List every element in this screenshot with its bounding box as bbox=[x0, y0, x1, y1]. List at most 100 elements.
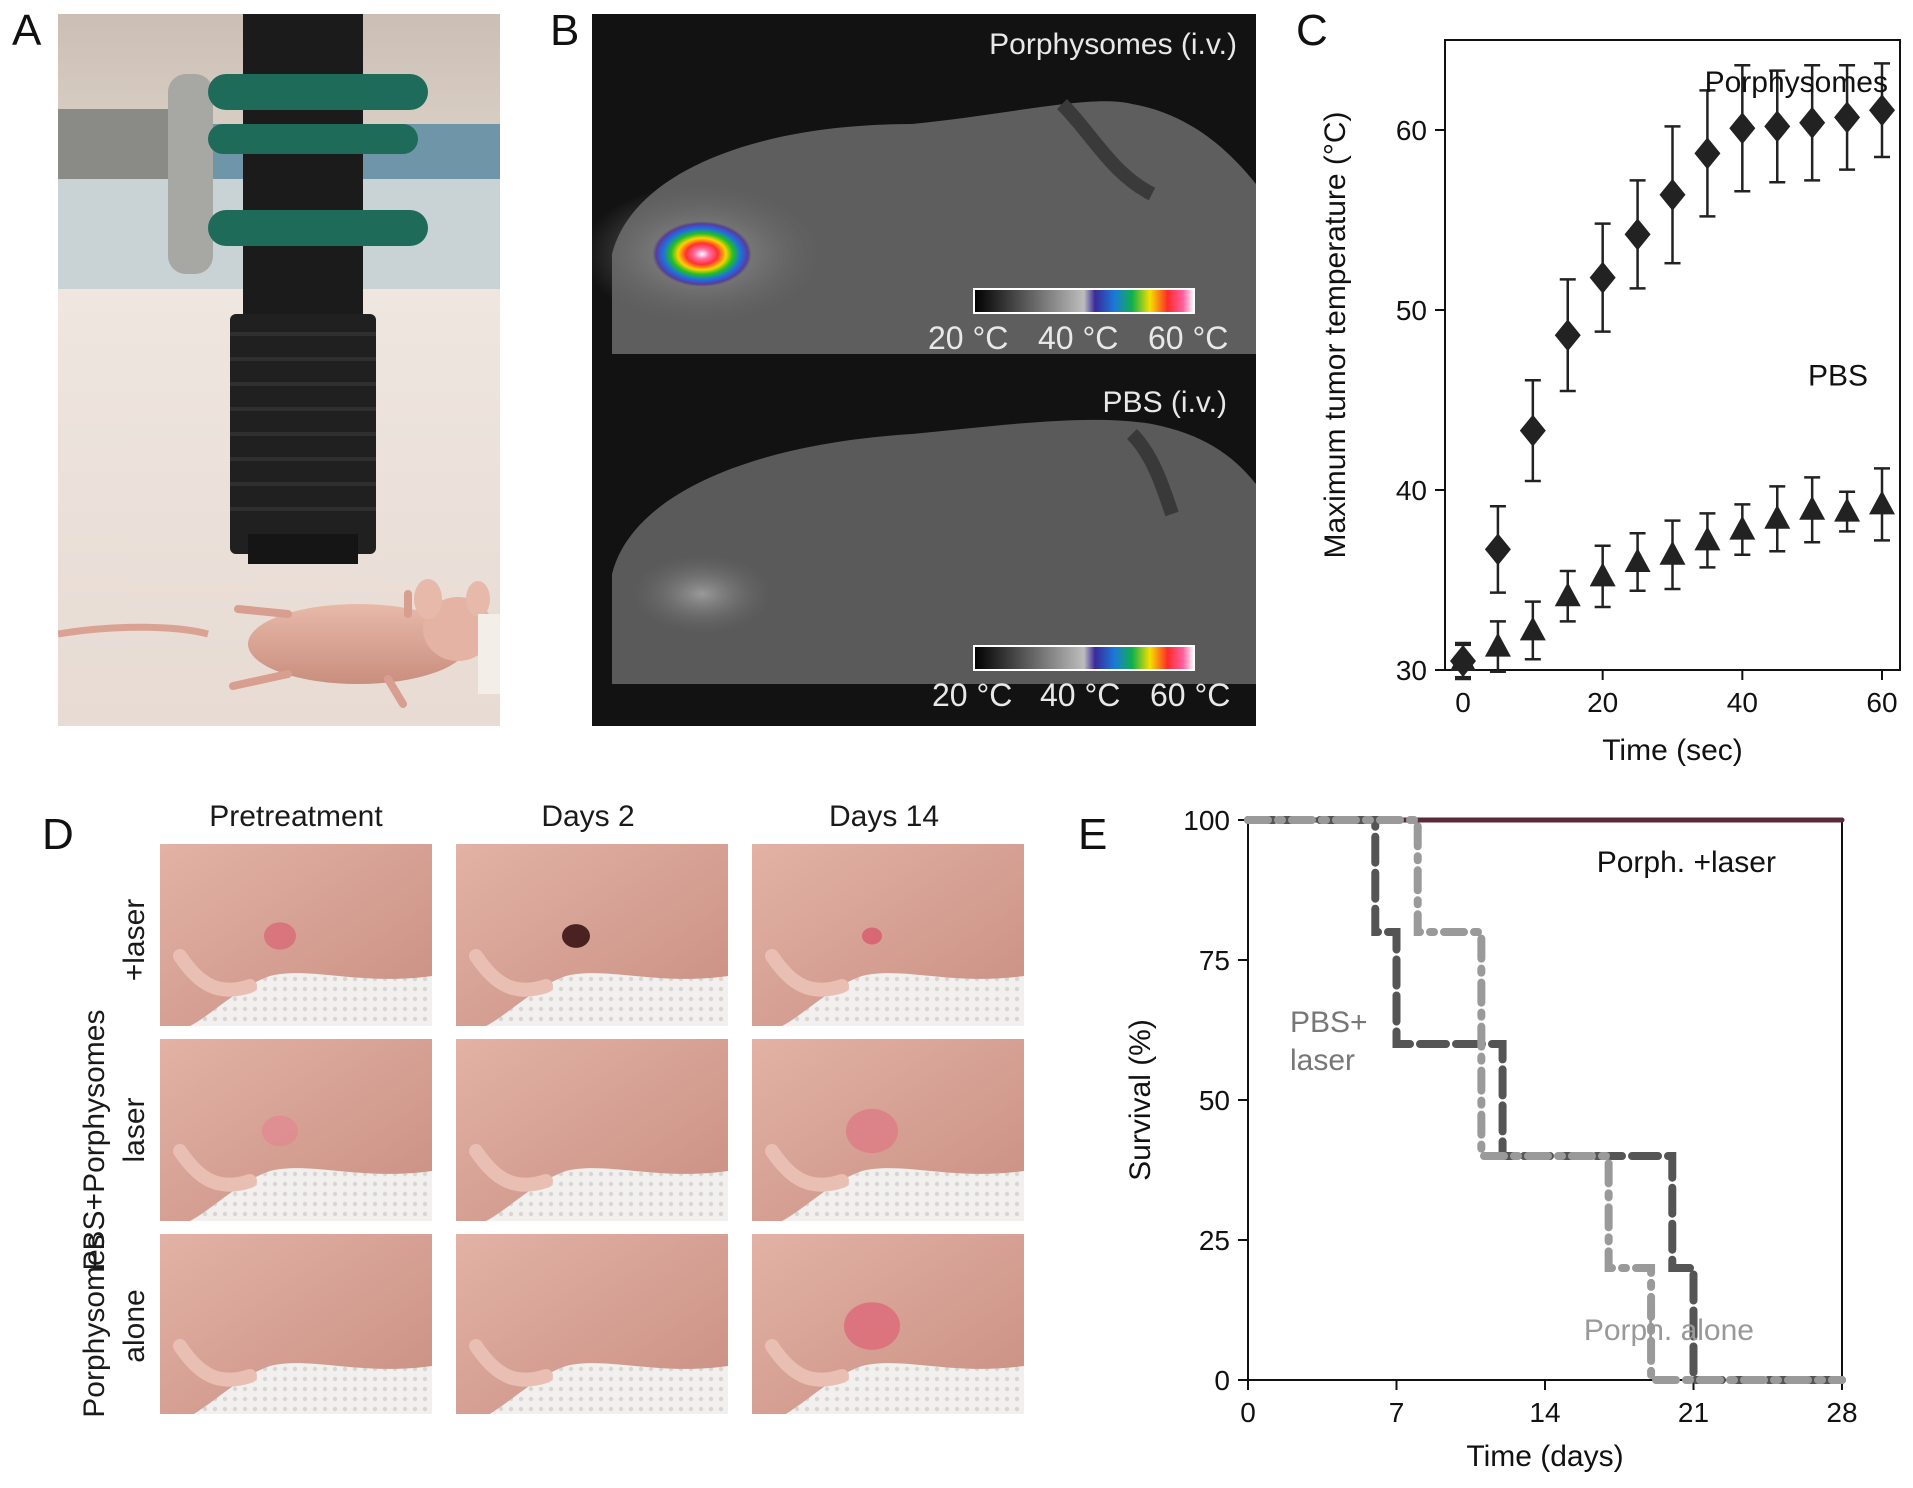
x-tick-label: 20 bbox=[1587, 687, 1618, 718]
photo-tumor bbox=[262, 1115, 298, 1147]
x-tick-label: 7 bbox=[1389, 1397, 1405, 1428]
data-point-diamond bbox=[1764, 110, 1791, 143]
photo-mouse-leg bbox=[173, 1144, 257, 1192]
survival-chart: 0 7 14 21 28 0 25 50 75 100 Time (days) Survival (%… bbox=[1124, 805, 1858, 1473]
y-tick-label: 75 bbox=[1199, 945, 1230, 976]
scale-bottom-tick-60: 60 °C bbox=[1150, 677, 1230, 713]
tumor-photo-r1-c1 bbox=[160, 844, 432, 1026]
photo-mouse-skin bbox=[160, 844, 432, 1026]
temperature-chart: 0 20 40 60 30 40 50 60 Time (sec) Maximum tumor t… bbox=[1319, 39, 1901, 767]
data-point-triangle bbox=[1659, 540, 1686, 565]
y-tick-label: 50 bbox=[1199, 1085, 1230, 1116]
tumor-photo-r2-c1 bbox=[160, 1039, 432, 1221]
panel-b-thermal-image: Porphysomes (i.v.) PBS (i.v.) 20 °C 40 °… bbox=[592, 14, 1256, 726]
photo-mouse-leg bbox=[469, 1144, 553, 1192]
series-pbs bbox=[1450, 467, 1895, 679]
y-tick-label: 60 bbox=[1396, 115, 1427, 146]
data-point-triangle bbox=[1834, 497, 1861, 522]
column-header-days-2: Days 2 bbox=[541, 800, 635, 833]
data-point-triangle bbox=[1799, 495, 1826, 520]
y-tick-label: 40 bbox=[1396, 475, 1427, 506]
row-labels: PBS+Porphysomes +laser laser Porphysomes… bbox=[78, 899, 151, 1418]
photo-mouse-leg bbox=[765, 949, 849, 997]
x-tick-label: 0 bbox=[1240, 1397, 1256, 1428]
data-point-diamond bbox=[1554, 319, 1581, 352]
scale-bottom-tick-40: 40 °C bbox=[1040, 677, 1120, 713]
photo-mouse-skin bbox=[752, 844, 1024, 1026]
data-point-diamond bbox=[1869, 94, 1895, 127]
panel-a-photo bbox=[58, 14, 500, 726]
series-porphysomes bbox=[1450, 62, 1895, 681]
scale-top-tick-60: 60 °C bbox=[1148, 320, 1228, 356]
tumor-photo-r3-c3 bbox=[752, 1234, 1024, 1414]
photo-mouse-leg bbox=[765, 1144, 849, 1192]
y-tick-label: 50 bbox=[1396, 295, 1427, 326]
panel-d-letter: D bbox=[42, 810, 74, 859]
data-point-triangle bbox=[1764, 504, 1791, 529]
photo-mouse-leg bbox=[173, 1339, 257, 1387]
scale-top-tick-20: 20 °C bbox=[928, 320, 1008, 356]
data-point-triangle bbox=[1694, 526, 1721, 551]
panel-b-letter: B bbox=[550, 6, 580, 55]
annotation-porph-alone: Porph. alone bbox=[1584, 1314, 1754, 1347]
data-point-triangle bbox=[1484, 632, 1511, 657]
data-point-triangle bbox=[1589, 562, 1616, 587]
thermal-hotspot bbox=[652, 221, 752, 287]
data-point-triangle bbox=[1450, 647, 1476, 671]
column-header-pretreatment: Pretreatment bbox=[209, 800, 383, 833]
thermal-bottom-title: PBS (i.v.) bbox=[1103, 386, 1227, 419]
row-label-3-line-2: alone bbox=[118, 1289, 151, 1362]
photo-tumor bbox=[846, 1108, 898, 1154]
scale-bottom-tick-20: 20 °C bbox=[932, 677, 1012, 713]
data-point-diamond bbox=[1834, 101, 1861, 134]
x-tick-label: 0 bbox=[1455, 687, 1471, 718]
tumor-photo-r3-c1 bbox=[160, 1234, 432, 1414]
annotation-pbs-laser-line-2: laser bbox=[1290, 1044, 1355, 1077]
panel-c-letter: C bbox=[1296, 6, 1328, 55]
data-point-diamond bbox=[1799, 106, 1826, 139]
y-tick-label: 30 bbox=[1396, 655, 1427, 686]
row-label-1-line-2: +laser bbox=[118, 899, 151, 982]
data-point-triangle bbox=[1729, 515, 1756, 540]
tumor-photo-r1-c2 bbox=[456, 844, 728, 1026]
panel-e-letter: E bbox=[1078, 810, 1108, 859]
y-tick-label: 25 bbox=[1199, 1225, 1230, 1256]
plot-frame bbox=[1247, 819, 1843, 1381]
data-point-diamond bbox=[1624, 218, 1651, 251]
scale-top-tick-40: 40 °C bbox=[1038, 320, 1118, 356]
thermal-top-title: Porphysomes (i.v.) bbox=[989, 28, 1237, 61]
tumor-photo-r3-c2 bbox=[456, 1234, 728, 1414]
photo-mouse-leg bbox=[765, 1339, 849, 1387]
data-point-triangle bbox=[1624, 548, 1651, 572]
plot-frame bbox=[1444, 39, 1901, 671]
x-tick-label: 14 bbox=[1529, 1397, 1560, 1428]
x-tick-label: 40 bbox=[1727, 687, 1758, 718]
photo-tumor bbox=[862, 927, 882, 945]
survival-curve-porph-alone bbox=[1244, 816, 1846, 1384]
annotation-porphysomes: Porphysomes bbox=[1705, 66, 1888, 99]
data-point-triangle bbox=[1554, 582, 1581, 607]
color-scale-bottom bbox=[973, 645, 1195, 671]
survival-curve-pbs-laser bbox=[1244, 816, 1846, 1384]
photo-mouse-skin bbox=[456, 844, 728, 1026]
photo-mouse-leg bbox=[469, 1339, 553, 1387]
data-point-diamond bbox=[1484, 533, 1511, 566]
photo-tumor bbox=[562, 924, 590, 948]
tumor-photo-r2-c2 bbox=[456, 1039, 728, 1221]
data-point-diamond bbox=[1694, 137, 1721, 170]
annotation-pbs-laser-line-1: PBS+ bbox=[1290, 1006, 1368, 1039]
row-label-2: laser bbox=[118, 1097, 151, 1162]
x-tick-label: 28 bbox=[1826, 1397, 1857, 1428]
y-tick-label: 0 bbox=[1214, 1365, 1230, 1396]
photo-mouse-leg bbox=[469, 949, 553, 997]
color-scale-top bbox=[973, 288, 1195, 314]
annotation-porph-laser: Porph. +laser bbox=[1597, 846, 1776, 879]
column-header-days-14: Days 14 bbox=[828, 800, 940, 833]
data-point-triangle bbox=[1869, 490, 1895, 515]
data-point-diamond bbox=[1589, 261, 1616, 294]
x-tick-label: 21 bbox=[1678, 1397, 1709, 1428]
row-label-1-line-1: PBS+Porphysomes bbox=[78, 1010, 111, 1271]
data-point-triangle bbox=[1519, 616, 1546, 641]
y-axis-label: Maximum tumor temperature (°C) bbox=[1319, 111, 1352, 558]
photo-mouse-leg bbox=[173, 949, 257, 997]
